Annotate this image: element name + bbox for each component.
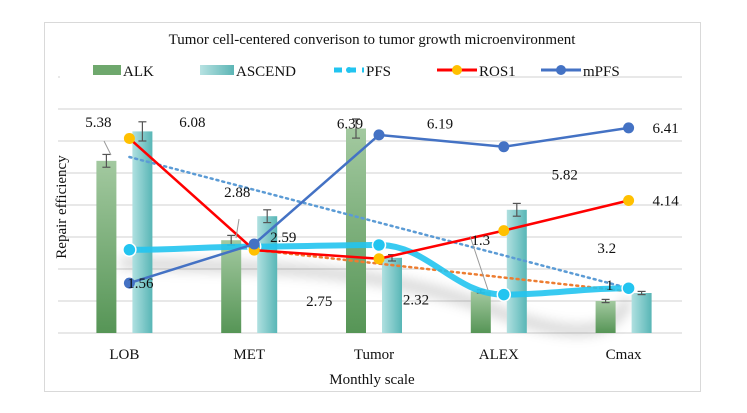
- legend-marker-ros1: [452, 65, 462, 75]
- legend-marker-mpfs: [556, 65, 566, 75]
- bar-alk-cmax: [595, 301, 616, 333]
- x-tick-label: Cmax: [606, 347, 642, 363]
- marker-mpfs-cmax: [623, 122, 635, 134]
- data-label: 4.14: [652, 194, 679, 210]
- bar-alk-lob: [96, 160, 117, 333]
- x-axis-title: Monthly scale: [329, 372, 415, 388]
- marker-mpfs-tumor: [373, 129, 385, 141]
- bar-alk-tumor: [346, 128, 366, 333]
- data-label: 1: [606, 278, 614, 294]
- marker-ros1-lob: [123, 132, 135, 144]
- data-label: 6.19: [427, 116, 453, 132]
- legend-label-mpfs: mPFS: [583, 64, 620, 80]
- bar-alk-met: [221, 240, 242, 333]
- data-label: 2.59: [270, 230, 296, 246]
- bar-ascend-lob: [132, 131, 153, 333]
- x-tick-label: Tumor: [354, 347, 394, 363]
- leader-line: [235, 218, 240, 239]
- chart-title: Tumor cell-centered converison to tumor …: [169, 32, 577, 48]
- mPFS-trend: [128, 155, 630, 290]
- leader-line: [103, 140, 112, 156]
- legend-swatch-ascend: [200, 65, 234, 75]
- marker-ros1-cmax: [623, 195, 635, 207]
- data-label: 2.75: [306, 294, 332, 310]
- bar-ascend-alex: [506, 209, 527, 333]
- marker-mpfs-alex: [498, 141, 510, 153]
- x-tick-label: MET: [233, 347, 265, 363]
- marker-pfs-cmax: [621, 280, 636, 296]
- leader-line: [469, 235, 489, 291]
- bar-alk-alex: [470, 291, 491, 333]
- data-label: 5.38: [85, 115, 111, 131]
- legend-swatch-alk: [93, 65, 121, 75]
- bar-ascend-tumor: [382, 257, 402, 333]
- marker-pfs-tumor: [371, 237, 387, 253]
- legend-label-pfs: PFS: [366, 64, 391, 80]
- y-axis-title: Repair efficiency: [54, 155, 70, 259]
- legend-label-alk: ALK: [123, 64, 154, 80]
- data-label: 6.41: [652, 121, 678, 137]
- data-label: 6.39: [337, 116, 363, 132]
- data-label: 2.88: [224, 185, 250, 201]
- data-label: 5.82: [552, 168, 578, 184]
- data-label: 2.32: [403, 292, 429, 308]
- legend: ALK ASCEND PFS ROS1 mPFS: [60, 64, 620, 84]
- x-tick-label: LOB: [109, 347, 139, 363]
- legend-label-ros1: ROS1: [479, 64, 516, 80]
- bar-ascend-cmax: [631, 293, 652, 333]
- legend-marker-pfs: [346, 67, 352, 73]
- marker-mpfs-met: [248, 238, 260, 250]
- marker-ros1-alex: [498, 225, 510, 237]
- data-labels: 5.38 6.08 1.56 2.88 2.59 2.75 6.39 6.19 2.32 1.3 5…: [85, 115, 679, 310]
- legend-label-ascend: ASCEND: [236, 64, 296, 80]
- marker-pfs-lob: [122, 242, 137, 258]
- marker-pfs-alex: [496, 287, 512, 302]
- x-tick-label: ALEX: [479, 347, 519, 363]
- data-label: 3.2: [597, 241, 616, 257]
- data-label: 6.08: [179, 115, 205, 131]
- marker-mpfs-lob: [123, 277, 135, 289]
- legend-background: [60, 70, 460, 84]
- data-label: 1.3: [471, 233, 490, 249]
- data-label: 1.56: [127, 276, 154, 292]
- series-lines: [122, 122, 636, 302]
- marker-ros1-tumor: [373, 253, 385, 265]
- x-tick-labels: LOB MET Tumor ALEX Cmax: [109, 347, 642, 363]
